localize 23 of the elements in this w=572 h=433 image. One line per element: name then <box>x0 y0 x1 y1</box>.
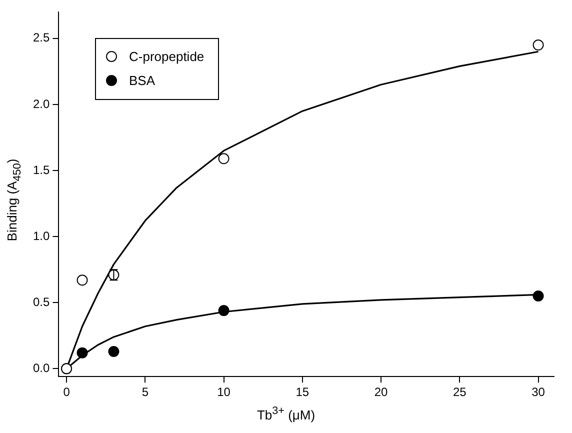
y-tick-label: 0.5 <box>32 294 50 309</box>
x-tick-label: 15 <box>296 385 310 400</box>
legend-label: C-propeptide <box>129 49 204 64</box>
y-tick-label: 1.5 <box>32 162 50 177</box>
x-axis-title: Tb$^{3+}$ (μM) <box>256 405 316 422</box>
point <box>218 153 230 164</box>
point <box>108 346 120 357</box>
x-tick-label: 30 <box>532 385 546 400</box>
point <box>532 40 544 51</box>
y-tick-label: 1.0 <box>32 228 50 243</box>
y-tick-label: 2.0 <box>32 96 50 111</box>
point <box>532 290 544 302</box>
x-tick-label: 0 <box>63 385 70 400</box>
y-tick-label: 0.0 <box>32 360 50 375</box>
point <box>76 274 88 286</box>
x-tick-label: 25 <box>452 385 467 400</box>
x-tick-label: 5 <box>142 385 149 400</box>
point <box>218 305 230 316</box>
point <box>76 347 88 358</box>
x-tick-label: 20 <box>374 385 388 400</box>
x-tick-label: 10 <box>217 385 231 400</box>
y-tick-label: 2.5 <box>32 30 50 45</box>
legend-label: BSA <box>129 73 156 88</box>
